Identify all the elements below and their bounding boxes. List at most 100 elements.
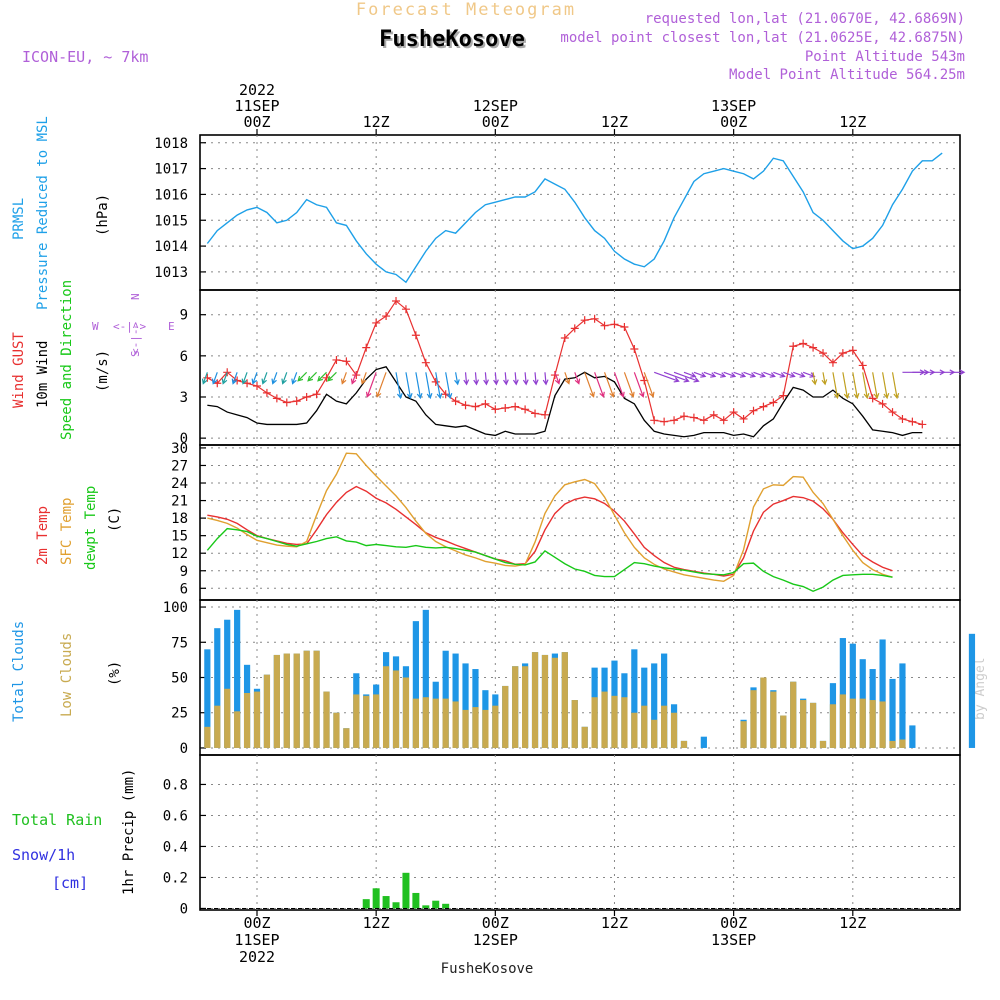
low-cloud-bar [422, 697, 429, 748]
wind-direction-arrow [271, 372, 278, 385]
low-cloud-bar [234, 711, 241, 748]
wind-direction-arrow [554, 372, 561, 385]
wind-direction-arrow [445, 372, 453, 400]
gust-marker [630, 344, 639, 353]
wind-direction-arrow [881, 372, 890, 400]
wind-direction-arrow [542, 372, 549, 386]
y-tick-label: 1016 [154, 187, 188, 203]
wind-direction-arrow [793, 371, 806, 378]
wind-direction-arrow [307, 371, 318, 382]
wind-speed-line [207, 366, 923, 438]
wind-direction-arrow [483, 372, 489, 386]
label-total-rain: Total Rain [12, 811, 102, 829]
wind-direction-arrow [454, 372, 460, 386]
wind-direction-arrow [415, 372, 423, 400]
low-cloud-bar [770, 691, 777, 748]
y-tick-label: 25 [171, 706, 188, 722]
gust-marker [719, 416, 728, 425]
y-tick-label: 0 [180, 741, 188, 757]
low-cloud-bar [522, 666, 529, 748]
low-cloud-bar [631, 712, 638, 748]
y-tick-label: 1018 [154, 136, 188, 152]
compass-n: N [129, 293, 142, 300]
wind-direction-arrow [564, 372, 571, 385]
gust-marker [431, 377, 440, 386]
top-tick-label: 12Z [839, 113, 866, 131]
low-cloud-bar [502, 685, 509, 748]
gust-marker [540, 410, 549, 419]
rain-bar [412, 892, 420, 909]
low-cloud-bar [889, 740, 896, 748]
wind-direction-arrow [291, 372, 298, 385]
low-cloud-bar [621, 697, 628, 748]
wind-direction-arrow [623, 372, 635, 398]
wind-direction-arrow [395, 372, 403, 400]
low-cloud-bar [670, 712, 678, 748]
total-cloud-bar [412, 621, 419, 748]
total-cloud-bar [661, 653, 668, 748]
total-cloud-bar [889, 678, 896, 748]
wind-direction-arrow [763, 371, 776, 378]
wind-direction-arrow [693, 371, 707, 378]
label-snow: Snow/1h [12, 846, 75, 864]
wind-direction-arrow [594, 372, 605, 398]
total-cloud-bar [651, 663, 658, 748]
gust-marker [481, 399, 490, 408]
footer-location: FusheKosove [441, 961, 534, 977]
wind-direction-arrow [743, 371, 757, 378]
low-cloud-bar [462, 709, 469, 748]
gust-marker [471, 402, 480, 411]
wind-direction-arrow [802, 371, 816, 378]
top-tick-label: 2022 [239, 81, 275, 99]
gust-marker [491, 405, 500, 414]
top-tick-label: 13SEP [711, 97, 756, 115]
y-tick-label: 100 [163, 600, 188, 616]
top-tick-label: 12SEP [473, 97, 518, 115]
low-cloud-bar [323, 691, 330, 748]
gust-marker [600, 321, 609, 330]
wind-direction-arrow [493, 372, 499, 386]
low-cloud-bar [452, 701, 459, 748]
wind-direction-arrow [713, 371, 727, 378]
low-cloud-bar [750, 690, 757, 748]
y-tick-label: 1017 [154, 162, 188, 178]
y-tick-label: 0.8 [163, 777, 188, 793]
wind-direction-arrow [811, 372, 818, 386]
bottom-tick-label: 00Z [720, 914, 747, 932]
gust-marker [501, 403, 510, 412]
compass-w: W [92, 320, 99, 333]
rain-bar [382, 896, 390, 909]
gust-marker [550, 371, 559, 380]
total-cloud-bar [700, 736, 707, 748]
low-cloud-bar [680, 740, 688, 748]
compass-e: E [168, 320, 175, 333]
y-tick-label: 18 [171, 511, 188, 527]
low-cloud-bar [869, 700, 876, 748]
gust-marker [531, 409, 540, 418]
wind-direction-arrow [435, 372, 443, 400]
point-altitude-label: Point Altitude 543m [805, 49, 965, 65]
wind-direction-arrow [211, 372, 218, 385]
y-tick-label: 9 [180, 308, 188, 324]
low-cloud-bar [809, 702, 817, 748]
panel-wind: 0 3 6 9 Wind GUST 10m Wind Speed and Direction… [11, 280, 966, 447]
gust-marker [729, 408, 738, 417]
wind-direction-arrow [842, 372, 850, 400]
gust-marker [828, 358, 837, 367]
top-tick-label: 12Z [363, 113, 390, 131]
y-tick-label: 0.6 [163, 808, 188, 824]
gust-marker [570, 324, 579, 333]
wind-direction-arrow [783, 371, 796, 378]
gust-marker [262, 388, 271, 397]
bottom-tick-label: 13SEP [711, 931, 756, 949]
low-cloud-bar [651, 719, 658, 748]
ylabel-unit: (hPa) [95, 194, 111, 236]
wind-direction-arrow [405, 372, 413, 400]
wind-direction-arrow [281, 372, 288, 385]
panel-frame [199, 134, 961, 291]
low-cloud-bar [432, 698, 439, 748]
y-tick-label: 9 [180, 564, 188, 580]
